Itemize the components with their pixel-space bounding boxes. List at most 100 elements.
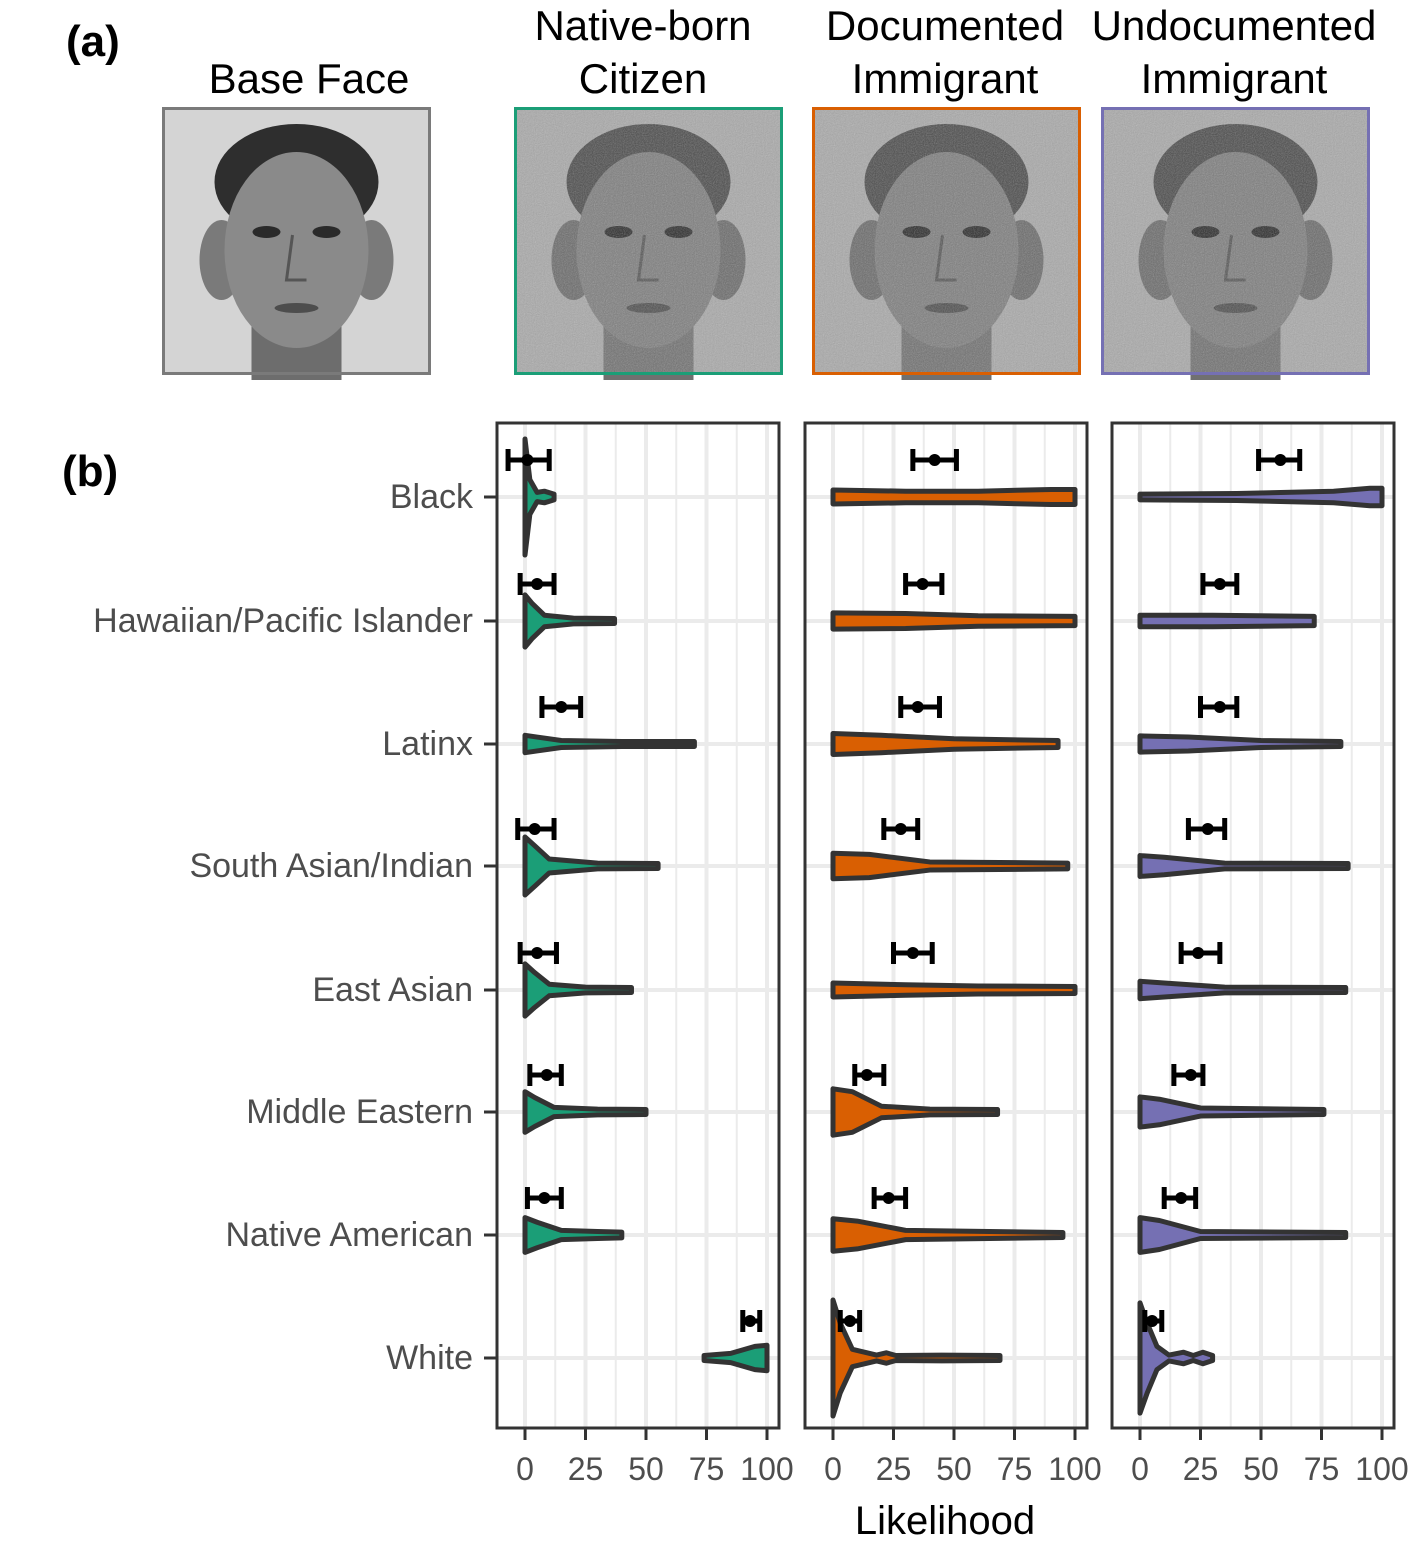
violin: [1137, 853, 1351, 879]
violin: [1137, 485, 1385, 509]
violin: [522, 732, 697, 756]
violin: [1137, 612, 1317, 630]
panel-b-label: (b): [62, 447, 118, 496]
mean-point: [928, 454, 941, 466]
face-border: [162, 107, 431, 375]
x-tick-label: 100: [1048, 1451, 1101, 1487]
violin: [830, 980, 1078, 1000]
mean-point: [540, 1069, 553, 1081]
violin: [522, 834, 661, 898]
mean-point: [906, 947, 919, 959]
x-tick-label: 0: [516, 1451, 534, 1487]
mean-point: [916, 578, 929, 590]
x-tick-label: 50: [936, 1451, 972, 1487]
violin: [522, 1215, 625, 1255]
face-border: [812, 107, 1081, 375]
face-skin: [224, 152, 369, 348]
violin: [830, 731, 1061, 757]
mean-point: [1184, 1069, 1197, 1081]
x-tick-label: 100: [1355, 1451, 1408, 1487]
facet-panel: 0 25 50 75 100: [803, 421, 1102, 1487]
x-tick-label: 75: [1304, 1451, 1340, 1487]
x-tick-label: 25: [876, 1451, 912, 1487]
panel-background: [497, 423, 779, 1428]
violin: [830, 850, 1071, 882]
face-panel: Native-born Citizen: [514, 2, 783, 380]
y-tick-label: Middle Eastern: [246, 1093, 473, 1131]
mean-point: [1213, 578, 1226, 590]
face-nose: [284, 234, 307, 282]
mean-point: [521, 454, 534, 466]
mean-point: [1192, 947, 1205, 959]
mean-point: [894, 823, 907, 835]
violin: [1137, 978, 1349, 1002]
mean-point: [1175, 1192, 1188, 1204]
mean-point: [1146, 1315, 1159, 1327]
mean-point: [528, 823, 541, 835]
violin: [1137, 733, 1344, 755]
mean-point: [531, 947, 544, 959]
x-tick-label: 0: [824, 1451, 842, 1487]
face-title: Immigrant: [852, 55, 1039, 102]
face-eye: [312, 226, 341, 238]
mean-point: [1213, 701, 1226, 713]
mean-point: [555, 701, 568, 713]
violin: [522, 961, 634, 1019]
mean-point: [744, 1315, 757, 1327]
panel-a-label: (a): [66, 17, 120, 66]
face-eye: [252, 226, 281, 238]
violin: [1137, 1215, 1349, 1255]
y-tick-label: Native American: [225, 1216, 473, 1254]
face-title: Base Face: [209, 55, 410, 102]
violin: [830, 1216, 1066, 1254]
violin: [522, 436, 557, 558]
panel-background: [805, 423, 1087, 1428]
violin: [830, 486, 1078, 508]
face-panel: Base Face: [162, 55, 431, 380]
mean-point: [531, 578, 544, 590]
face-panel: Documented Immigrant: [812, 2, 1081, 380]
face-noise: [815, 110, 1078, 372]
x-tick-label: 100: [740, 1451, 793, 1487]
panel-border: [1110, 421, 1396, 1430]
y-tick-label: White: [386, 1339, 473, 1377]
y-tick-label: Hawaiian/Pacific Islander: [93, 602, 473, 640]
face-title: Native-born: [534, 2, 751, 49]
face-border: [1101, 107, 1370, 375]
violin: [522, 1089, 649, 1135]
face-border: [514, 107, 783, 375]
violin: [522, 592, 618, 650]
mean-point: [1201, 823, 1214, 835]
face-title: Citizen: [579, 55, 707, 102]
mean-point: [860, 1069, 873, 1081]
face-images: Base Face Native-born Citizen Documented Imm…: [162, 2, 1377, 380]
face-mouth: [274, 303, 319, 313]
violin: [830, 1297, 1003, 1419]
violin: [1137, 1300, 1216, 1416]
face-noise: [517, 110, 780, 372]
x-tick-label: 50: [1243, 1451, 1279, 1487]
mean-point: [1274, 454, 1287, 466]
panel-background: [1112, 423, 1394, 1428]
x-tick-label: 0: [1131, 1451, 1149, 1487]
mean-point: [843, 1315, 856, 1327]
x-tick-label: 25: [568, 1451, 604, 1487]
face-noise: [1104, 110, 1367, 372]
x-tick-label: 75: [997, 1451, 1033, 1487]
y-tick-label: Black: [390, 478, 474, 516]
y-tick-label: East Asian: [312, 971, 473, 1009]
panel-border: [495, 421, 781, 1430]
y-tick-label: South Asian/Indian: [189, 847, 473, 885]
face-title: Undocumented: [1092, 2, 1377, 49]
violin: [1137, 1094, 1327, 1130]
mean-point: [538, 1192, 551, 1204]
y-tick-label: Latinx: [382, 725, 473, 763]
facet-panel: 0 25 50 75 100: [1110, 421, 1409, 1487]
violin-chart: Black Hawaiian/Pacific Islander Latinx Sout…: [93, 421, 1409, 1487]
face-title: Documented: [826, 2, 1064, 49]
violin: [701, 1342, 770, 1374]
x-tick-label: 25: [1183, 1451, 1219, 1487]
mean-point: [882, 1192, 895, 1204]
x-axis-title: Likelihood: [855, 1499, 1035, 1543]
